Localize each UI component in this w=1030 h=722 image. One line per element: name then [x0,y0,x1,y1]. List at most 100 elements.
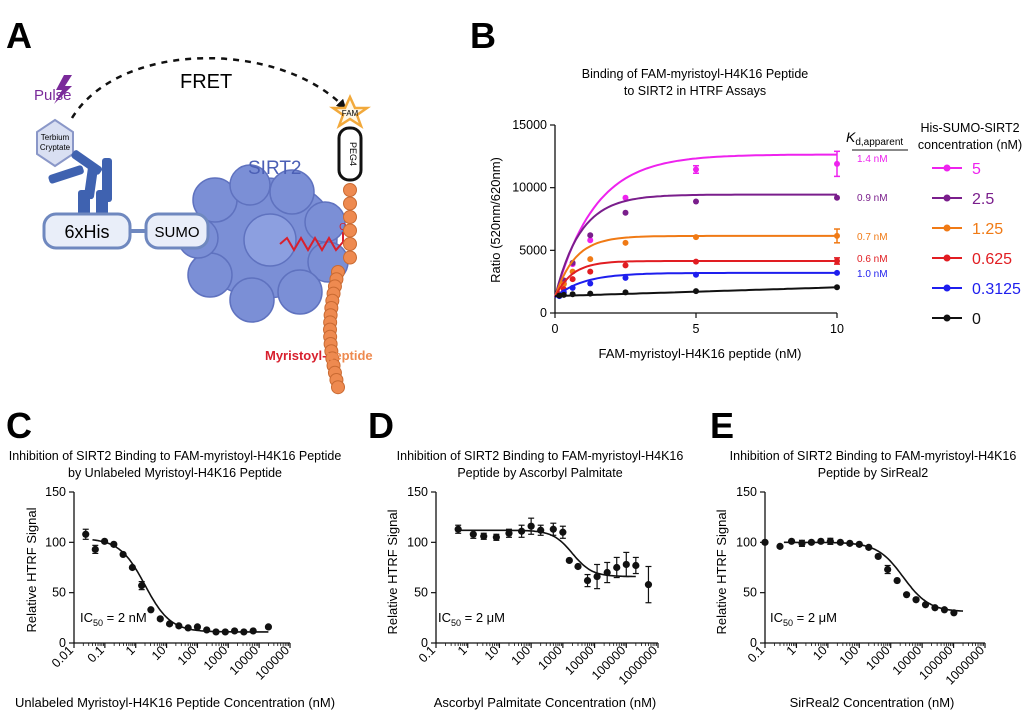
peg4-label: PEG4 [348,142,358,166]
chart-b-point [834,194,840,201]
panel-label-e: E [710,405,734,446]
chart-b-legend-label: 0.625 [972,251,1012,268]
chart-d-point [603,568,611,577]
chart-b-point [834,284,840,291]
chart-d-point [583,576,592,585]
panel-label-a: A [6,15,32,56]
chart-b-ylabel: Ratio (520nm/620nm) [488,157,503,283]
chart-d-point [549,525,557,533]
chart-b-point [569,291,576,298]
chart-b-kd-label: 0.7 nM [857,232,888,243]
chart-e-point [893,576,901,585]
chart-b-point [587,237,594,244]
chart-b-point [693,288,699,295]
chart-e-point [855,540,863,548]
chart-c-point [203,626,211,634]
chart-b-plot: 0 5000 10000 15000 0 5 10 1.4 nM 0.9 nM 0.7 nM 0.6… [512,118,887,336]
chart-e-title-line2: Peptide by SirReal2 [818,466,929,480]
chart-b-point [834,269,840,276]
lightning-icon [54,75,72,104]
fret-label: FRET [180,71,232,93]
peptide-bead [343,210,357,224]
chart-c-point [165,620,174,628]
chart-d-title-line1: Inhibition of SIRT2 Binding to FAM-myris… [397,449,684,463]
chart-c-point [138,582,146,590]
chart-c-point [264,623,273,631]
chart-c-point [184,624,192,632]
his-tag-label: 6xHis [64,222,109,242]
terbium-cryptate-hexagon [36,118,74,168]
chart-e-point [798,539,806,547]
chart-d-point [537,526,545,534]
chart-e-point [865,543,873,551]
chart-b-y-tick-label: 15000 [512,118,547,132]
chart-d-point [517,527,526,535]
chart-d-point [527,522,535,530]
fret-arrow [70,56,347,119]
panel-label-c: C [6,405,32,446]
chart-b-legend-label: 5 [972,161,981,178]
chart-c-x-tick-label: 100000 [253,643,292,682]
chart-b-point [693,234,699,241]
chart-b-kd-label: 1.0 nM [857,269,888,280]
chart-c-y-tick-label: 100 [45,535,66,549]
chart-b-point [834,232,840,239]
chart-b-legend-label: 0.3125 [972,281,1021,298]
legend-title-line1: His-SUMO-SIRT2 [920,121,1019,135]
chart-c-point [119,550,127,559]
chart-b-legend-swatch-point [943,314,951,322]
chart-b-title-line2: to SIRT2 in HTRF Assays [624,84,766,98]
chart-b-y-tick-label: 10000 [512,181,547,195]
chart-e-point [776,542,784,550]
chart-b-kd-label: 1.4 nM [857,154,888,165]
chart-d-point [492,533,500,541]
chart-d-y-tick-label: 0 [421,636,428,650]
chart-e-y-tick-label: 100 [736,535,757,549]
chart-b-y-tick-label: 5000 [519,243,547,257]
peptide-bead [343,223,357,238]
chart-d-x-tick-label: 100 [509,643,534,668]
chart-b-point [622,239,629,246]
chart-b-point [569,284,576,291]
chart-b-legend-label: 0 [972,311,981,328]
chart-b-point [587,280,594,287]
chart-e-ic50-annotation: IC50 = 2 μM [770,610,837,628]
peptide-bead [343,183,357,197]
chart-b-legend-swatch-point [943,254,951,262]
terbium-label-line1: Terbium [41,133,70,142]
panel-label-b: B [470,15,496,56]
peptide-bead-chain [323,183,357,395]
chart-d-y-tick-label: 100 [407,535,428,549]
chart-b-point [693,258,699,265]
sirt2-protein-icon [177,164,349,323]
chart-b-series-line [554,193,837,298]
chart-d-point [559,528,567,536]
chart-e-x-tick-label: 1000 [863,643,893,673]
chart-b-point [693,198,699,205]
chart-d-point [574,562,582,571]
kd-header: Kd,apparent [846,129,903,148]
chart-d-point [622,560,630,569]
chart-c-title-line2: by Unlabeled Myristoyl-H4K16 Peptide [68,466,282,480]
chart-c-point [100,537,109,545]
chart-c-ylabel: Relative HTRF Signal [24,507,39,632]
chart-b-point [560,291,567,298]
chart-d-x-tick-label: 0.1 [416,643,438,665]
chart-e-title-line1: Inhibition of SIRT2 Binding to FAM-myris… [730,449,1017,463]
chart-b-point [556,292,563,299]
chart-c-point [156,615,164,623]
panel-e-inhibition-chart: E Inhibition of SIRT2 Binding to FAM-myr… [710,405,1016,710]
chart-b-legend-swatch-point [943,194,951,202]
chart-b-legend-swatch-point [943,164,951,172]
chart-b-point [587,290,594,297]
his-tag-box [42,212,132,250]
chart-b-point [622,289,629,296]
chart-b-x-tick-label: 0 [552,322,559,336]
chart-c-title-line1: Inhibition of SIRT2 Binding to FAM-myris… [9,449,342,463]
chart-e-point [761,538,769,546]
chart-e-point [902,591,911,599]
panel-a-schematic: A Pulse FRET Terbium Cryptate [6,15,373,395]
chart-d-x-tick-label: 1000 [535,643,565,673]
